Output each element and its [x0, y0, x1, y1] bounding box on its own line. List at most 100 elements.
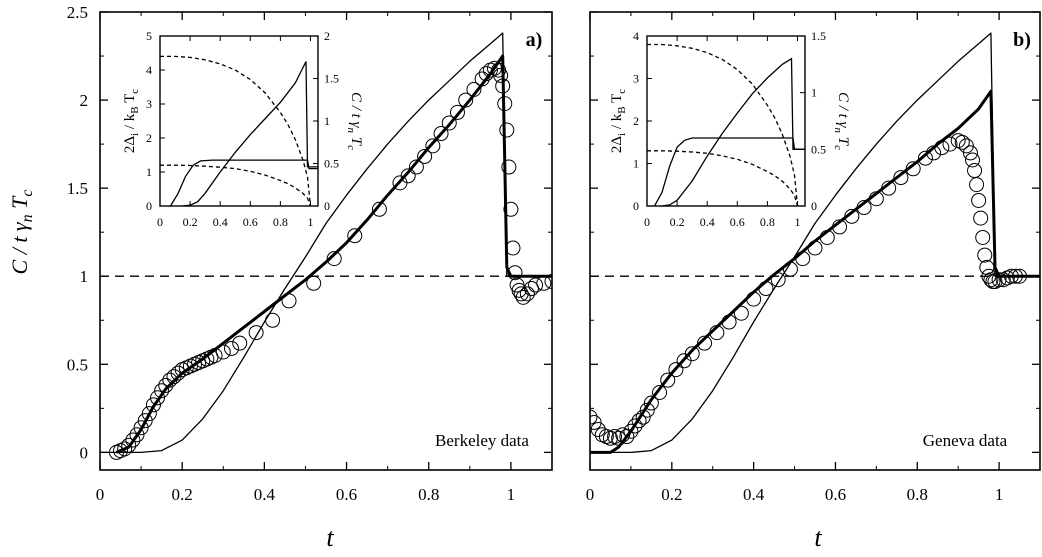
- inset-plot-area: [160, 55, 318, 206]
- inset-plot-area: [647, 43, 805, 206]
- inset-y-tick-label-right: 1: [324, 114, 330, 128]
- inset-y-tick-label-left: 4: [633, 29, 639, 43]
- data-point: [619, 429, 635, 445]
- inset-frame: [646, 35, 806, 207]
- data-point: [478, 66, 494, 82]
- x-tick-label: 0.8: [418, 485, 439, 504]
- data-point: [466, 82, 482, 98]
- inset-gap-curve: [160, 164, 312, 206]
- data-point: [497, 96, 513, 112]
- inset-x-tick-label: 0.2: [183, 215, 198, 229]
- data-point: [154, 383, 170, 399]
- data-point: [528, 277, 544, 293]
- x-tick-label: 0: [586, 485, 595, 504]
- data-point: [400, 168, 416, 184]
- data-point: [969, 177, 985, 193]
- data-point: [643, 395, 659, 411]
- data-point: [627, 418, 643, 434]
- data-point: [158, 377, 174, 393]
- data-point: [501, 159, 517, 175]
- data-point: [145, 397, 161, 413]
- y-tick-label: 2: [80, 91, 89, 110]
- inset-x-tick-label: 0.8: [760, 215, 775, 229]
- data-point: [121, 437, 137, 453]
- data-point: [474, 71, 490, 87]
- data-point: [215, 344, 231, 360]
- data-annotation: Geneva data: [923, 431, 1008, 450]
- inset-y-tick-label-right: 2: [324, 29, 330, 43]
- data-annotation: Berkeley data: [435, 431, 529, 450]
- data-point: [150, 390, 166, 406]
- data-point: [684, 346, 700, 362]
- data-point: [770, 272, 786, 288]
- y-tick-label: 1.5: [67, 179, 88, 198]
- inset-x-tick-label: 0.6: [243, 215, 258, 229]
- panel-tag: b): [1013, 29, 1031, 51]
- data-point: [544, 274, 552, 290]
- inset-y-tick-label-left: 3: [633, 72, 639, 86]
- data-point: [652, 384, 668, 400]
- data-point: [631, 413, 647, 429]
- series-thin-line: [590, 32, 1040, 454]
- data-point: [917, 150, 933, 166]
- inset-ylabel-left: 2Δi / kB Tc: [609, 89, 628, 153]
- data-point: [503, 201, 519, 217]
- inset-gap-curve: [647, 43, 799, 206]
- data-point: [942, 136, 958, 152]
- inset-y-tick-label-left: 4: [146, 63, 152, 77]
- data-point: [795, 251, 811, 267]
- data-point: [709, 325, 725, 341]
- data-point: [590, 414, 602, 430]
- data-point: [832, 219, 848, 235]
- data-point: [519, 286, 535, 302]
- plot-area: [590, 32, 1040, 454]
- data-point: [515, 289, 531, 305]
- data-point: [611, 430, 627, 446]
- data-point: [697, 335, 713, 351]
- y-tick-label: 0: [80, 443, 89, 462]
- data-point: [868, 191, 884, 207]
- inset-specific-heat-curve: [182, 61, 318, 206]
- inset-y-tick-label-right: 0: [811, 199, 817, 213]
- x-tick-label: 0.4: [254, 485, 276, 504]
- axis-titles: t t C / t γn Tc: [7, 190, 822, 552]
- x-tick-label: 0.2: [172, 485, 193, 504]
- data-point: [844, 208, 860, 224]
- data-point: [934, 140, 950, 156]
- data-point: [635, 409, 651, 425]
- data-point: [926, 145, 942, 161]
- data-point: [782, 261, 798, 277]
- data-point: [881, 180, 897, 196]
- x-tick-label: 0.2: [661, 485, 682, 504]
- data-point: [819, 229, 835, 245]
- inset-x-tick-label: 0.2: [670, 215, 685, 229]
- data-point: [511, 282, 527, 298]
- panel-b-plot: 0 0.2 0.4 0.6 0.8 1 b) Geneva data 0 0.2 0.4 0.6 0.8…: [586, 11, 1041, 504]
- data-point: [433, 126, 449, 142]
- data-point: [807, 240, 823, 256]
- data-point: [733, 305, 749, 321]
- data-point: [971, 192, 987, 208]
- data-point: [1003, 268, 1019, 284]
- data-point: [137, 413, 153, 429]
- inset-y-tick-label-left: 3: [146, 97, 152, 111]
- data-point: [590, 409, 598, 425]
- data-point: [639, 402, 655, 418]
- x-tick-label: 0.6: [825, 485, 846, 504]
- data-point: [977, 247, 993, 263]
- data-point: [981, 268, 997, 284]
- inset-specific-heat-curve: [661, 57, 805, 206]
- data-point: [170, 365, 186, 381]
- inset-gap-curve: [160, 55, 312, 206]
- y-tick-label: 2.5: [67, 3, 88, 22]
- inset-x-tick-label: 1: [794, 215, 800, 229]
- inset-y-tick-label-right: 1.5: [811, 29, 826, 43]
- data-point: [746, 291, 762, 307]
- x-tick-label: 0: [96, 485, 105, 504]
- inset-x-tick-label: 0.8: [273, 215, 288, 229]
- inset-y-tick-label-right: 0: [324, 199, 330, 213]
- data-point: [905, 161, 921, 177]
- series-thin-line: [100, 32, 552, 454]
